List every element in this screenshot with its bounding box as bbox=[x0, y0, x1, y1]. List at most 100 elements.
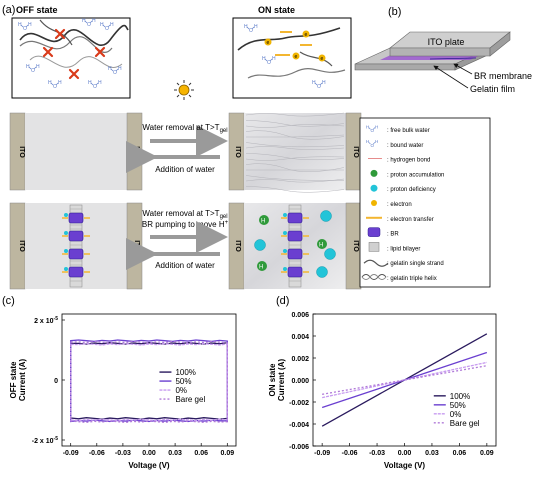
proton-accumulation-icon: H bbox=[257, 261, 267, 271]
electron-symbol: e bbox=[295, 54, 298, 60]
legend-label-proton-accumulation: : proton accumulation bbox=[387, 172, 444, 178]
proton-symbol: H bbox=[261, 219, 265, 225]
legend-icon-gelatin-triple-helix bbox=[361, 274, 387, 280]
proton-dot bbox=[64, 267, 68, 271]
x-tick-label: 0.09 bbox=[220, 450, 234, 457]
electron-icon: e bbox=[264, 38, 272, 46]
y-tick-label: 2 x 10-5 bbox=[34, 316, 58, 325]
water-h-label: H bbox=[118, 66, 122, 72]
row1-back-label: Addition of water bbox=[155, 165, 215, 174]
water-o-label: O bbox=[249, 28, 253, 34]
sun-icon bbox=[174, 80, 194, 100]
chart-off-state: -0.09 -0.06 -0.03 0.00 0.03 0.06 0.09 Voltage (… bbox=[9, 313, 237, 470]
water-h-label: H bbox=[366, 139, 369, 144]
proton-accumulation-icon: H bbox=[317, 239, 327, 249]
legend-icon-br bbox=[367, 227, 381, 237]
legend-entry: 100% bbox=[450, 392, 470, 401]
water-molecule-icon: HOH bbox=[312, 80, 326, 90]
x-tick-label: 0.03 bbox=[168, 450, 182, 457]
br-protein bbox=[68, 248, 84, 260]
water-o-label: O bbox=[31, 68, 35, 74]
chart-on-state: -0.09 -0.06 -0.03 0.00 0.03 0.06 0.09 Voltage (… bbox=[268, 312, 497, 470]
proton-symbol: H bbox=[319, 243, 323, 249]
x-tick-label: 0.03 bbox=[425, 450, 439, 457]
water-o-label: O bbox=[105, 26, 109, 32]
water-o-label: O bbox=[93, 84, 97, 90]
y-tick-label: -0.002 bbox=[289, 400, 309, 407]
water-molecule-icon: HOH bbox=[82, 18, 96, 28]
legend-label-hydrogen-bond: : hydrogen bond bbox=[387, 158, 430, 164]
proton-dot bbox=[283, 267, 287, 271]
on-state-title: ON state bbox=[258, 5, 295, 15]
water-h-label: H bbox=[48, 80, 52, 86]
water-molecule-icon: HOH bbox=[88, 80, 102, 90]
electron-icon: e bbox=[318, 54, 326, 62]
water-h-label: H bbox=[322, 80, 326, 86]
legend-label-bound-water: : bound water bbox=[387, 143, 423, 149]
ito-label-r2-on-left: ITO bbox=[234, 240, 241, 252]
legend-icon-proton-accumulation bbox=[370, 169, 378, 177]
legend-icon-gelatin-single-strand bbox=[363, 259, 389, 267]
water-o-label: O bbox=[113, 70, 117, 76]
y-axis-label: OFF stateCurrent (A) bbox=[9, 359, 27, 402]
water-h-label: H bbox=[26, 64, 30, 70]
water-o-label: O bbox=[267, 60, 271, 66]
water-h-label: H bbox=[98, 80, 102, 86]
br-membrane-label: BR membrane bbox=[474, 71, 532, 81]
ito-label-r1-on-right: ITO bbox=[352, 146, 359, 158]
water-molecule-icon: HOH bbox=[366, 139, 378, 148]
br-protein bbox=[287, 230, 303, 242]
legend-box bbox=[359, 117, 491, 288]
y-tick-label: -2 x 10-5 bbox=[32, 436, 58, 445]
legend-entry: 0% bbox=[450, 410, 462, 419]
ito-label-r1-left: ITO bbox=[18, 146, 25, 158]
water-molecule-icon: HOH bbox=[366, 124, 378, 133]
x-tick-label: 0.06 bbox=[194, 450, 208, 457]
x-tick-label: -0.09 bbox=[63, 450, 79, 457]
panel-label-c: (c) bbox=[2, 295, 15, 307]
panel-label-b: (b) bbox=[388, 6, 401, 18]
legend-entry: 50% bbox=[175, 377, 191, 386]
ito-label-r2-left: ITO bbox=[18, 240, 25, 252]
br-protein bbox=[287, 212, 303, 224]
series-bare-gel bbox=[70, 340, 228, 424]
proton-dot bbox=[283, 231, 287, 235]
br-membrane-pointer bbox=[453, 63, 473, 75]
x-tick-label: 0.00 bbox=[398, 450, 412, 457]
legend-entry: Bare gel bbox=[450, 419, 480, 428]
water-molecule-icon: HOH bbox=[26, 64, 40, 74]
y-tick-label: 0.002 bbox=[291, 356, 309, 363]
ito-sandwich-illustration bbox=[354, 31, 511, 71]
y-tick-label: 0.000 bbox=[291, 378, 309, 385]
series-50- bbox=[70, 339, 228, 423]
legend-entry: 100% bbox=[175, 368, 195, 377]
row2-on-br-membrane bbox=[281, 204, 309, 288]
water-molecule-icon: HOH bbox=[48, 80, 62, 90]
x-tick-label: 0.00 bbox=[142, 450, 156, 457]
y-axis-label: ON stateCurrent (A) bbox=[268, 359, 286, 402]
br-protein bbox=[287, 248, 303, 260]
water-h-label: H bbox=[312, 80, 316, 86]
y-tick-label: 0 bbox=[54, 378, 58, 385]
off-state-title: OFF state bbox=[16, 5, 58, 15]
lipid-bilayer bbox=[288, 204, 302, 288]
water-h-label: H bbox=[244, 24, 248, 30]
water-molecule-icon: HOH bbox=[18, 22, 32, 32]
ito-label-r2-mid: ITO bbox=[133, 240, 140, 252]
panel-label-a: (a) bbox=[2, 4, 15, 16]
row2-back-label: Addition of water bbox=[155, 261, 215, 270]
water-h-label: H bbox=[262, 56, 266, 62]
water-h-label: H bbox=[92, 18, 96, 24]
water-o-label: O bbox=[87, 22, 91, 28]
br-protein bbox=[287, 266, 303, 278]
legend-icons: HOH HOH bbox=[361, 124, 389, 280]
series-0- bbox=[322, 361, 487, 399]
water-h-label: H bbox=[375, 139, 378, 144]
y-tick-label: 0.004 bbox=[291, 334, 309, 341]
proton-deficiency-icon bbox=[324, 248, 336, 260]
legend-label-electron: : electron bbox=[387, 202, 412, 208]
panel-label-d: (d) bbox=[276, 295, 289, 307]
row1-forward-label: Water removal at T>Tgel bbox=[142, 123, 227, 134]
